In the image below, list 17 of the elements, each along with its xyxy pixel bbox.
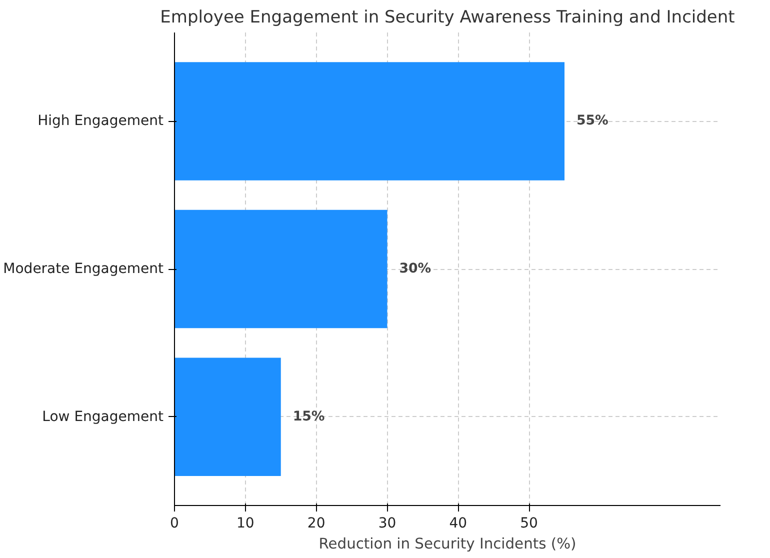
x-tick-label: 20 — [307, 516, 326, 532]
x-tick-label: 0 — [170, 516, 179, 532]
bar — [174, 210, 388, 328]
chart-title: Employee Engagement in Security Awareness Training and Incident — [160, 8, 736, 28]
bar — [174, 358, 281, 476]
bar — [174, 62, 564, 180]
x-tick-label: 10 — [236, 516, 254, 532]
data-label: 55% — [576, 114, 608, 129]
x-axis-title: Reduction in Security Incidents (%) — [318, 536, 576, 552]
x-tick-label: 50 — [520, 516, 538, 532]
data-label: 30% — [399, 262, 432, 276]
x-tick-label: 30 — [378, 516, 396, 532]
y-tick-label: Moderate Engagement — [3, 261, 164, 277]
data-label: 15% — [292, 409, 325, 424]
x-tick-label: 40 — [449, 516, 468, 532]
y-tick-label: Low Engagement — [42, 408, 164, 425]
y-tick-label: High Engagement — [38, 113, 164, 130]
